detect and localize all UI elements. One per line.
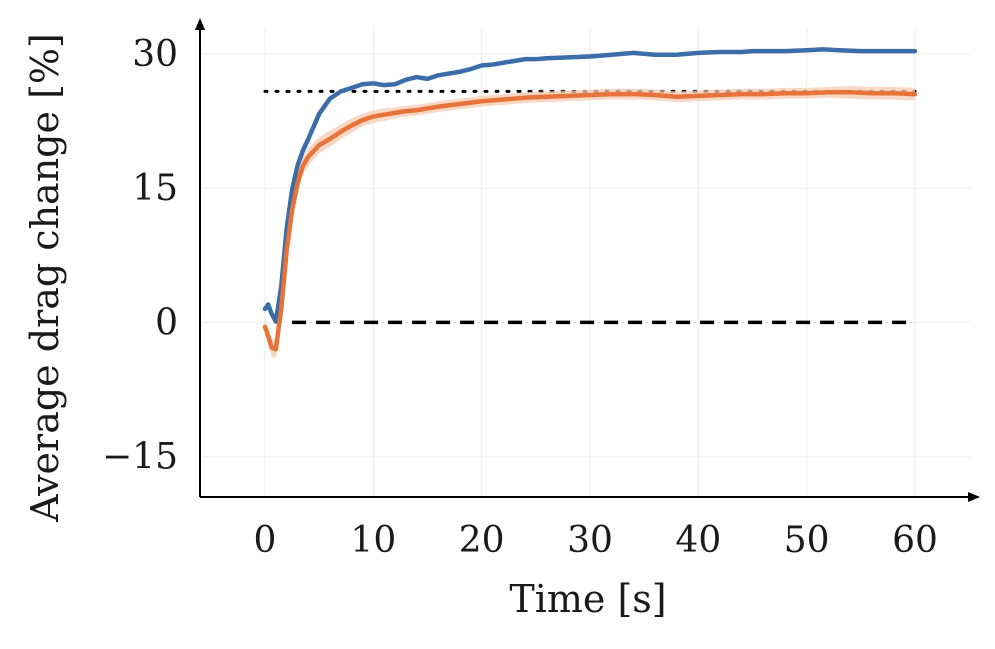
blue-series-line — [262, 47, 918, 324]
x-tick-label: 40 — [675, 520, 721, 561]
axes — [195, 18, 980, 502]
x-axis-arrow — [968, 492, 980, 502]
x-tick-label: 20 — [459, 520, 505, 561]
x-tick-label: 0 — [254, 520, 277, 561]
x-tick-label: 10 — [350, 520, 396, 561]
x-tick-label: 60 — [892, 520, 938, 561]
y-tick-label: 15 — [132, 168, 178, 209]
y-tick-label: 30 — [132, 34, 178, 75]
orange-series-line — [262, 90, 918, 352]
series-lines — [262, 47, 918, 352]
y-tick-label: −15 — [102, 437, 178, 478]
x-axis-label: Time [s] — [509, 577, 666, 621]
y-tick-label: 0 — [155, 302, 178, 343]
x-tick-label: 50 — [784, 520, 830, 561]
y-axis-label: Average drag change [%] — [23, 33, 67, 523]
x-tick-label: 30 — [567, 520, 613, 561]
y-axis-arrow — [195, 18, 205, 30]
tick-labels: 0 10 20 30 40 50 60 −15 0 15 30 — [102, 34, 938, 561]
